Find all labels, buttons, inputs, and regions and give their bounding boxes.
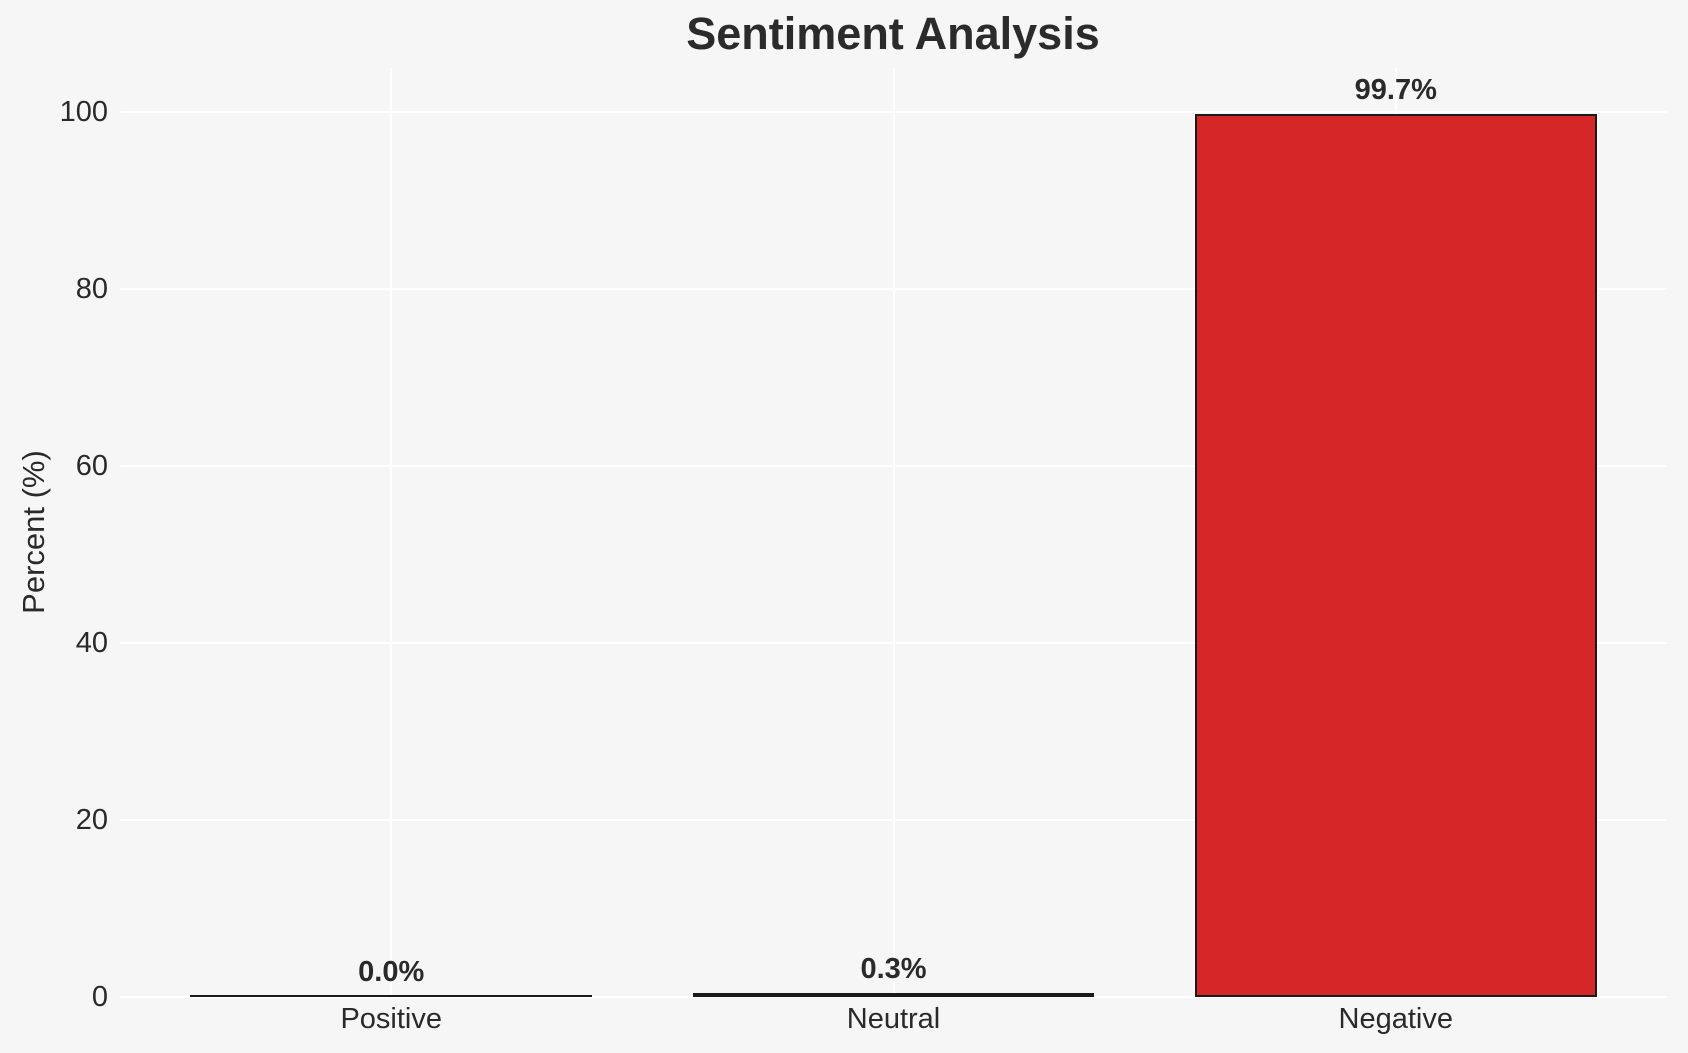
y-tick-label: 40: [75, 627, 108, 659]
bar-value-label: 99.7%: [1354, 73, 1437, 106]
bar-positive: [190, 995, 593, 997]
x-tick-label: Neutral: [846, 1003, 941, 1035]
h-gridline: [120, 996, 1667, 998]
v-gridline: [390, 68, 393, 997]
x-tick-label: Positive: [340, 1003, 442, 1035]
x-tick-label: Negative: [1338, 1003, 1453, 1035]
bar-value-label: 0.0%: [358, 956, 425, 988]
v-gridline: [892, 68, 895, 997]
y-tick-label: 0: [91, 981, 108, 1013]
bar-neutral: [692, 993, 1095, 997]
chart-title: Sentiment Analysis: [686, 8, 1100, 59]
y-tick-label: 20: [75, 804, 108, 836]
y-tick-label: 80: [75, 273, 108, 305]
bar-value-label: 0.3%: [860, 953, 927, 986]
y-tick-label: 60: [75, 450, 108, 482]
y-tick-label: 100: [59, 96, 108, 128]
bar-negative: [1194, 114, 1597, 997]
